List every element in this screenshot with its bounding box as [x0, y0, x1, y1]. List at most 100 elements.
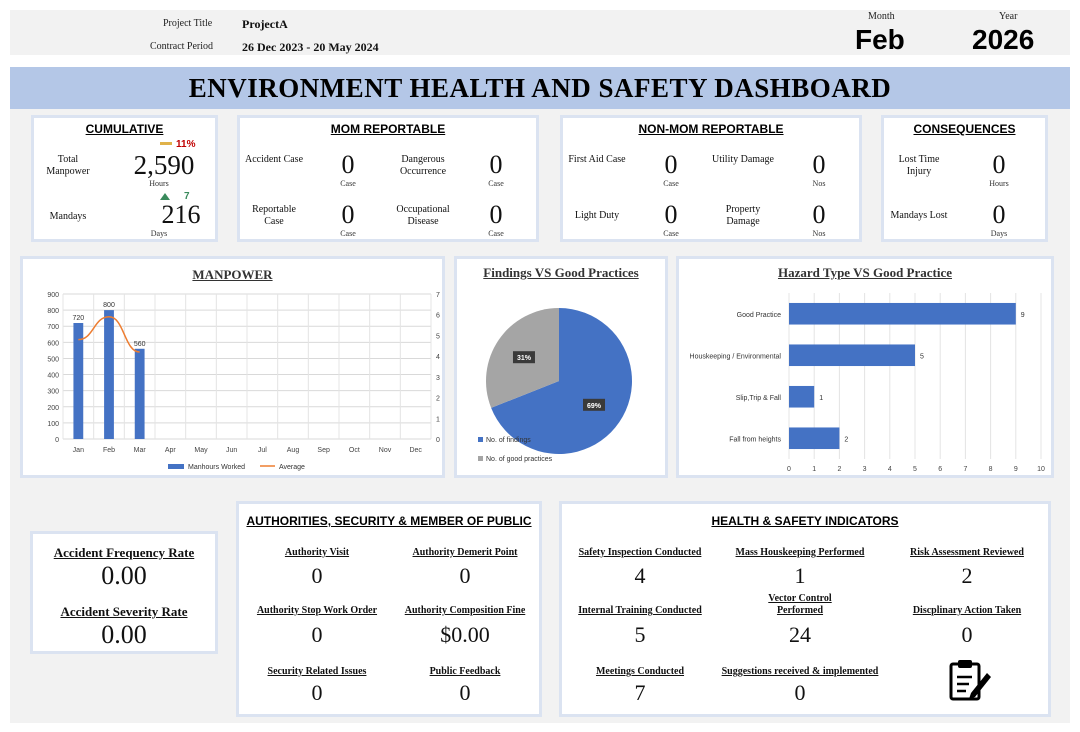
meetings-conducted-value: 7	[634, 680, 646, 705]
category-label: Good Practice	[737, 312, 781, 319]
pie-data-label: 31%	[517, 355, 532, 362]
y-tick-label: 700	[47, 324, 59, 331]
y-tick-label: 0	[55, 437, 59, 444]
lost-time-injury-label: Lost Time Injury	[898, 154, 940, 177]
accident-case-label: Accident Case	[244, 154, 304, 165]
public-feedback-label: Public Feedback	[429, 666, 501, 677]
y-tick-label: 900	[47, 292, 59, 299]
lost-time-injury-unit: Hours	[989, 179, 1009, 188]
bar-data-label: 2	[844, 436, 848, 443]
x-tick-label: Sep	[317, 447, 330, 454]
hazard-bar	[789, 427, 840, 450]
utility-damage-unit: Nos	[812, 179, 826, 188]
mom-reportable-title: MOM REPORTABLE	[330, 122, 446, 136]
occupational-disease-value: 0	[489, 200, 503, 229]
accident-case-value: 0	[341, 150, 355, 179]
dangerous-occurrence-value: 0	[489, 150, 503, 179]
x-tick-label: Jun	[226, 447, 237, 454]
non-mom-reportable-card: NON-MOM REPORTABLE First Aid Case 0 Case…	[560, 115, 862, 242]
suggestions-label: Suggestions received & implemented	[721, 666, 879, 677]
mandays-label: Mandays	[49, 211, 87, 222]
x-tick-label: Feb	[103, 447, 115, 454]
internal-training-value: 5	[634, 622, 646, 647]
mandays-lost-label: Mandays Lost	[890, 210, 948, 221]
first-aid-case-value: 0	[664, 150, 678, 179]
vector-control-label: Vector Control Performed	[768, 593, 832, 616]
occupational-disease-label: Occupational Disease	[396, 204, 450, 227]
x-tick-label: Oct	[349, 447, 360, 454]
findings-pie-chart: 69% 31% No. of findings No. of good practic…	[478, 308, 632, 463]
mandays-change: 7	[184, 191, 190, 202]
pie-slice	[491, 308, 632, 454]
y-tick-label: 500	[47, 356, 59, 363]
mass-housekeeping-value: 1	[794, 563, 806, 588]
x-tick-label: 3	[863, 466, 867, 473]
mom-reportable-card: MOM REPORTABLE Accident Case 0 Case Dang…	[237, 115, 539, 242]
y2-tick-label: 5	[436, 333, 440, 340]
up-arrow-icon	[160, 193, 170, 200]
contract-period-label: Contract Period	[150, 41, 214, 52]
manhours-bar	[134, 348, 145, 439]
vector-control-value: 24	[789, 622, 811, 647]
total-manpower-label: Total Manpower	[46, 154, 90, 177]
mandays-lost-unit: Days	[990, 229, 1008, 238]
severity-rate-value: 0.00	[101, 620, 147, 649]
manpower-chart: 0 100 200 300 400 500 600 700 800 900 0 1 2 3 4 5 6 7 Jan F…	[47, 292, 440, 471]
y-tick-label: 600	[47, 340, 59, 347]
project-title-label: Project Title	[163, 18, 213, 29]
first-aid-case-label: First Aid Case	[568, 154, 626, 165]
x-tick-label: 4	[888, 466, 892, 473]
accident-case-unit: Case	[340, 179, 356, 188]
accident-rates-card: Accident Frequency Rate 0.00 Accident Se…	[30, 531, 218, 654]
cumulative-card: CUMULATIVE Total Manpower 11% 2,590 Hour…	[31, 115, 218, 242]
light-duty-label: Light Duty	[574, 210, 620, 221]
y2-tick-label: 0	[436, 437, 440, 444]
category-label: Fall from heights	[729, 436, 781, 443]
bar-data-label: 800	[103, 302, 115, 309]
property-damage-value: 0	[812, 200, 826, 229]
findings-chart-card: Findings VS Good Practices 69% 31% No. of …	[454, 256, 668, 478]
legend-swatch	[478, 437, 483, 442]
authority-visit-label: Authority Visit	[284, 547, 350, 558]
y-tick-label: 200	[47, 405, 59, 412]
x-tick-label: May	[194, 447, 208, 454]
y2-tick-label: 6	[436, 313, 440, 320]
month-value[interactable]: Feb	[855, 24, 905, 55]
composition-fine-value: $0.00	[440, 622, 490, 647]
frequency-rate-value: 0.00	[101, 561, 147, 590]
cumulative-title: CUMULATIVE	[85, 122, 164, 136]
reportable-case-unit: Case	[340, 229, 356, 238]
x-tick-label: 9	[1014, 466, 1018, 473]
manpower-unit: Hours	[149, 179, 169, 188]
occupational-disease-unit: Case	[488, 229, 504, 238]
authority-demerit-value: 0	[459, 563, 471, 588]
month-label: Month	[868, 11, 895, 22]
manpower-change: 11%	[176, 139, 196, 150]
pie-label-bg	[512, 351, 535, 364]
contract-period-value: 26 Dec 2023 - 20 May 2024	[242, 40, 379, 54]
indicators-card: HEALTH & SAFETY INDICATORS Safety Inspec…	[559, 501, 1051, 717]
total-manpower-value: 2,590	[133, 150, 195, 180]
hazard-bar-chart: 0 1 2 3 4 5 6 7 8 9 10 Good Practice 9 Houskeeping / …	[690, 293, 1045, 473]
clipboard-edit-icon	[949, 660, 991, 701]
hazard-bar	[789, 385, 815, 408]
authorities-title: AUTHORITIES, SECURITY & MEMBER OF PUBLIC	[246, 514, 532, 528]
legend-label: No. of findings	[486, 437, 531, 444]
x-tick-label: 10	[1037, 466, 1045, 473]
non-mom-reportable-title: NON-MOM REPORTABLE	[638, 122, 784, 136]
x-tick-label: Dec	[409, 447, 422, 454]
bar-data-label: 1	[819, 395, 823, 402]
composition-fine-label: Authority Composition Fine	[404, 605, 526, 616]
year-value[interactable]: 2026	[972, 24, 1035, 55]
pie-label-bg	[583, 398, 606, 411]
legend-label-manhours: Manhours Worked	[188, 464, 245, 471]
average-line	[78, 316, 140, 353]
y2-tick-label: 7	[436, 292, 440, 299]
x-tick-label: Jan	[73, 447, 84, 454]
y2-tick-label: 3	[436, 375, 440, 382]
meetings-conducted-label: Meetings Conducted	[595, 666, 685, 677]
dangerous-occurrence-label: Dangerous Occurrence	[399, 154, 447, 177]
disciplinary-action-label: Discplinary Action Taken	[912, 605, 1022, 616]
bar-data-label: 560	[134, 341, 146, 348]
severity-rate-label: Accident Severity Rate	[60, 604, 188, 619]
